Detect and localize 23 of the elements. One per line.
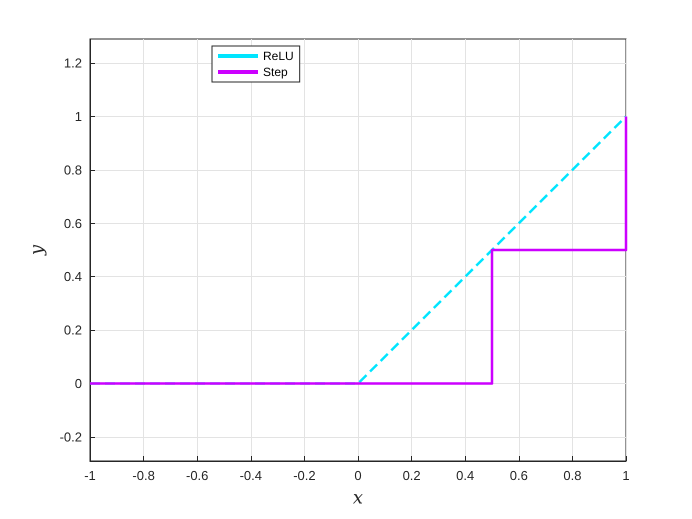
legend-label: Step (263, 65, 288, 79)
x-axis-title: x (352, 488, 364, 508)
x-tick-label: 1 (622, 468, 630, 483)
y-tick-label: 0.4 (64, 269, 82, 284)
x-tick-label: -0.4 (240, 468, 262, 483)
x-tick-label: 0 (354, 468, 362, 483)
x-tick-label: -0.6 (186, 468, 208, 483)
y-axis-title: y (26, 244, 48, 256)
y-tick-label: 0 (74, 376, 82, 392)
x-tick-label: -1 (84, 468, 96, 483)
x-tick-label: 0.2 (402, 468, 421, 483)
y-tick-label: 1 (74, 108, 82, 124)
y-tick-label: 0.6 (64, 216, 82, 231)
y-tick-label: 1.2 (64, 56, 82, 71)
legend-label: ReLU (263, 49, 294, 63)
x-tick-label: 0.8 (563, 468, 582, 483)
y-tick-label: -0.2 (60, 429, 82, 444)
y-tick-label: 0.2 (64, 322, 82, 338)
y-tick-label: 0.8 (64, 162, 82, 178)
x-tick-label: -0.8 (132, 468, 155, 483)
x-tick-label: 0.4 (456, 468, 474, 483)
x-tick-label: 0.6 (510, 468, 528, 483)
x-tick-label: -0.2 (293, 468, 316, 483)
